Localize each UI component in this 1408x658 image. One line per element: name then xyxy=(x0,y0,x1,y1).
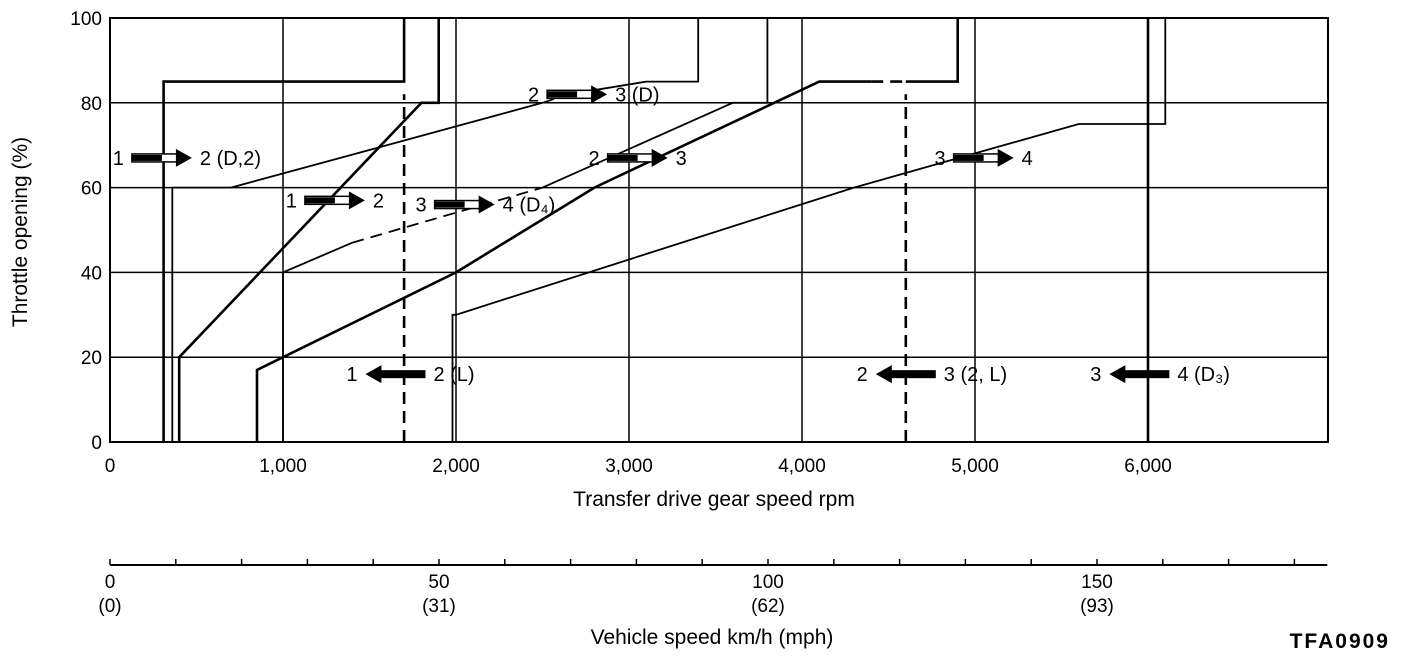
arrow-head-left xyxy=(1109,365,1126,384)
upshift-line xyxy=(351,186,543,244)
downshift-line xyxy=(255,80,872,442)
arrow-head-right xyxy=(651,148,668,167)
y-tick-label: 100 xyxy=(70,9,102,30)
downshift-line xyxy=(177,18,441,442)
x-tick-label: 4,000 xyxy=(778,456,826,477)
shift-annotation: 3 4 (D₄) xyxy=(416,195,556,217)
shift-from-label: 2 xyxy=(589,148,600,170)
downshift-line xyxy=(162,18,406,442)
y-tick-label: 80 xyxy=(81,94,102,115)
shift-annotation: 3 4 (D₃) xyxy=(1090,364,1230,386)
shift-to-label: 3 xyxy=(676,148,687,170)
x-tick-label: 1,000 xyxy=(259,456,307,477)
y-axis-label: Throttle opening (%) xyxy=(9,137,32,327)
x-tick-labels: 0 1,000 2,000 3,000 4,000 5,000 6,000 xyxy=(105,456,1172,477)
arrow-head-left xyxy=(365,365,382,384)
x-tick-label: 3,000 xyxy=(605,456,653,477)
shift-to-label: 2 xyxy=(373,190,384,212)
vehicle-speed-tick-label: 50 xyxy=(428,572,449,593)
secondary-axis-label: Vehicle speed km/h (mph) xyxy=(591,626,834,649)
arrow-head-right xyxy=(175,148,192,167)
arrow-tail xyxy=(953,154,984,161)
vehicle-speed-tick-label: 100 xyxy=(752,572,784,593)
arrow-shaft xyxy=(889,370,936,379)
figure-code: TFA0909 xyxy=(1290,630,1390,653)
shift-to-label: 3 (2, L) xyxy=(944,364,1007,386)
shift-from-label: 2 xyxy=(528,84,539,106)
shift-from-label: 1 xyxy=(113,148,124,170)
shift-annotation: 1 2 (L) xyxy=(346,364,474,386)
arrow-head-right xyxy=(997,148,1014,167)
shift-to-label: 4 xyxy=(1022,148,1033,170)
shift-from-label: 3 xyxy=(935,148,946,170)
arrow-tail xyxy=(131,154,162,161)
upshift-line xyxy=(568,18,700,96)
downshift-line xyxy=(905,18,960,83)
arrow-tail xyxy=(434,201,465,208)
x-tick-label: 5,000 xyxy=(951,456,999,477)
x-tick-label: 6,000 xyxy=(1124,456,1172,477)
arrow-head-right xyxy=(591,85,608,104)
y-tick-label: 20 xyxy=(81,348,102,369)
plot-frame xyxy=(109,17,1329,443)
vehicle-speed-tick-label: 0 xyxy=(105,572,116,593)
upshift-line xyxy=(542,18,769,189)
x-tick-label: 2,000 xyxy=(432,456,480,477)
shift-annotation: 2 3 (2, L) xyxy=(857,364,1007,386)
shift-to-label: 3 (D) xyxy=(615,84,659,106)
vehicle-speed-tick-sublabel: (62) xyxy=(751,596,785,617)
vehicle-speed-axis: 0 (0) 50 (31) 100 (62) 150 (93) xyxy=(98,559,1328,617)
vehicle-speed-tick-label: 150 xyxy=(1081,572,1113,593)
shift-from-label: 1 xyxy=(346,364,357,386)
y-tick-label: 40 xyxy=(81,263,102,284)
shift-to-label: 4 (D₄) xyxy=(503,195,556,217)
arrow-head-right xyxy=(348,191,365,210)
shift-from-label: 3 xyxy=(416,195,427,217)
shift-from-label: 1 xyxy=(286,190,297,212)
shift-from-label: 3 xyxy=(1090,364,1101,386)
shift-to-label: 2 (D,2) xyxy=(200,148,261,170)
vehicle-speed-tick-sublabel: (93) xyxy=(1080,596,1114,617)
arrow-tail xyxy=(304,197,335,204)
shift-annotation: 2 3 (D) xyxy=(528,84,660,106)
upshift-line xyxy=(171,101,543,442)
shift-to-label: 2 (L) xyxy=(433,364,474,386)
shift-from-label: 2 xyxy=(857,364,868,386)
y-tick-labels: 0 20 40 60 80 100 xyxy=(70,9,102,454)
shift-to-label: 4 (D₃) xyxy=(1177,364,1230,386)
y-tick-label: 0 xyxy=(91,433,102,454)
arrow-head-left xyxy=(875,365,892,384)
shift-annotation: 1 2 (D,2) xyxy=(113,148,261,170)
upshift-line xyxy=(451,18,1167,442)
y-tick-label: 60 xyxy=(81,179,102,200)
x-tick-label: 0 xyxy=(105,456,116,477)
arrow-head-right xyxy=(478,195,495,214)
arrow-shaft xyxy=(379,370,426,379)
upshift-line xyxy=(282,241,353,442)
arrow-tail xyxy=(607,154,638,161)
vehicle-speed-tick-sublabel: (0) xyxy=(98,596,121,617)
arrow-tail xyxy=(547,91,578,98)
arrow-shaft xyxy=(1123,370,1170,379)
shift-lines xyxy=(162,18,1167,442)
x-axis-label: Transfer drive gear speed rpm xyxy=(573,488,855,511)
vehicle-speed-tick-sublabel: (31) xyxy=(422,596,456,617)
